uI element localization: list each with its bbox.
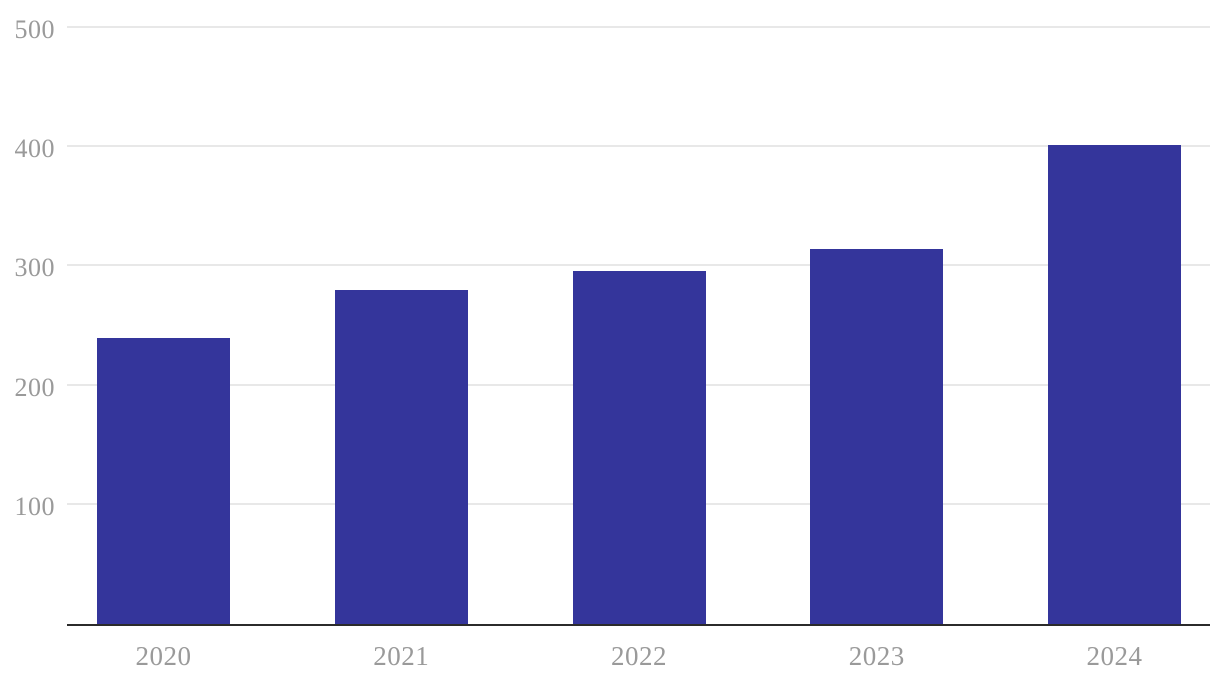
y-tick-label-500: 500 (14, 15, 55, 44)
gridline-300 (67, 264, 1210, 267)
x-tick-label-2023: 2023 (848, 641, 905, 671)
bar-2021 (334, 290, 468, 624)
gridline-400 (67, 145, 1210, 148)
bar-2023 (810, 248, 944, 624)
x-axis-line (67, 624, 1210, 626)
y-tick-label-200: 200 (14, 372, 55, 402)
x-tick-label-2024: 2024 (1086, 641, 1143, 671)
y-tick-label-100: 100 (14, 491, 55, 521)
bar-2024 (1048, 144, 1181, 624)
x-tick-label-2021: 2021 (373, 641, 430, 671)
x-tick-label-2020: 2020 (135, 641, 192, 671)
y-axis-tick-labels: 100 200 300 400 500 (0, 0, 55, 686)
x-tick-label-2022: 2022 (611, 641, 667, 671)
plot-area (67, 26, 1210, 624)
y-tick-label-400: 400 (14, 134, 55, 164)
bars-group (67, 28, 1210, 624)
y-tick-label-300: 300 (14, 253, 55, 283)
x-axis-tick-labels: 2020 2021 2022 2023 2024 (67, 641, 1210, 671)
bar-2020 (97, 337, 230, 624)
gridline-500 (67, 26, 1210, 28)
bar-2022 (572, 271, 706, 624)
